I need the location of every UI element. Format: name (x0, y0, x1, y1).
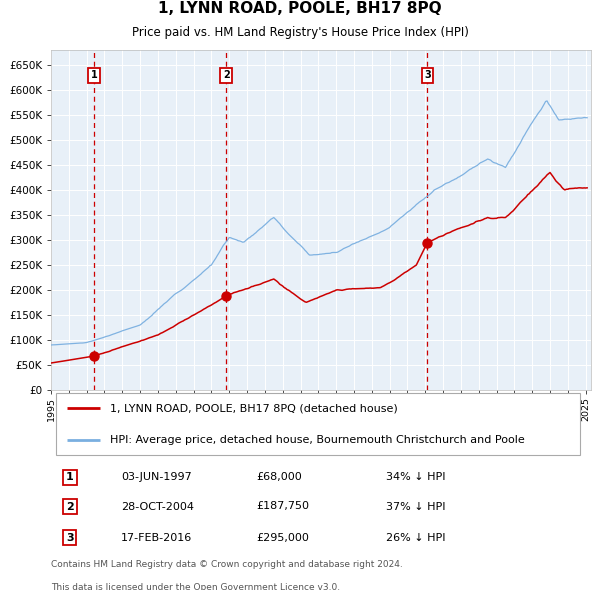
Text: 37% ↓ HPI: 37% ↓ HPI (386, 502, 445, 512)
Text: £187,750: £187,750 (256, 502, 309, 512)
Text: Price paid vs. HM Land Registry's House Price Index (HPI): Price paid vs. HM Land Registry's House … (131, 26, 469, 39)
Text: £68,000: £68,000 (256, 473, 302, 483)
Text: 3: 3 (66, 533, 74, 543)
Text: Contains HM Land Registry data © Crown copyright and database right 2024.: Contains HM Land Registry data © Crown c… (51, 560, 403, 569)
Text: 26% ↓ HPI: 26% ↓ HPI (386, 533, 445, 543)
Text: 1, LYNN ROAD, POOLE, BH17 8PQ: 1, LYNN ROAD, POOLE, BH17 8PQ (158, 1, 442, 17)
Text: 1, LYNN ROAD, POOLE, BH17 8PQ (detached house): 1, LYNN ROAD, POOLE, BH17 8PQ (detached … (110, 404, 398, 414)
Text: HPI: Average price, detached house, Bournemouth Christchurch and Poole: HPI: Average price, detached house, Bour… (110, 435, 525, 445)
Text: 17-FEB-2016: 17-FEB-2016 (121, 533, 193, 543)
Text: £295,000: £295,000 (256, 533, 309, 543)
Text: 34% ↓ HPI: 34% ↓ HPI (386, 473, 445, 483)
Text: 3: 3 (424, 70, 431, 80)
FancyBboxPatch shape (56, 394, 580, 455)
Text: 2: 2 (223, 70, 230, 80)
Text: 28-OCT-2004: 28-OCT-2004 (121, 502, 194, 512)
Text: 03-JUN-1997: 03-JUN-1997 (121, 473, 192, 483)
Text: 2: 2 (66, 502, 74, 512)
Text: 1: 1 (91, 70, 98, 80)
Text: This data is licensed under the Open Government Licence v3.0.: This data is licensed under the Open Gov… (51, 583, 340, 590)
Text: 1: 1 (66, 473, 74, 483)
